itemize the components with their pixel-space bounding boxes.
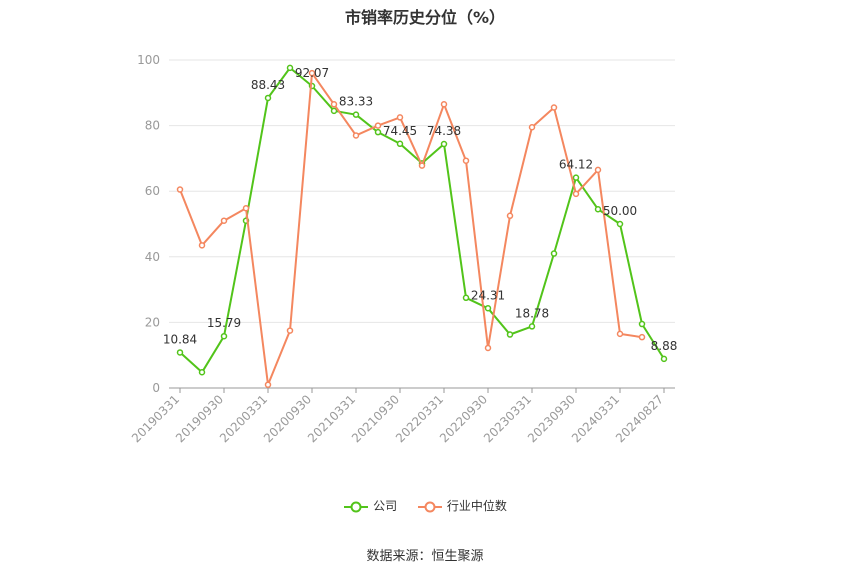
- data-label: 8.88: [651, 339, 678, 353]
- axes: 0204060801002019033120190930202003312020…: [129, 53, 675, 445]
- series-point-0: [506, 331, 514, 338]
- data-label: 50.00: [603, 204, 637, 218]
- series-point-1: [396, 114, 404, 121]
- data-label: 92.07: [295, 66, 329, 80]
- chart-title: 市销率历史分位（%）: [344, 8, 506, 27]
- legend-label-industry-median: 行业中位数: [446, 499, 507, 513]
- series-point-1: [638, 333, 646, 341]
- series-point-0: [484, 305, 492, 312]
- data-label: 24.31: [471, 288, 505, 302]
- y-tick-label: 40: [145, 250, 160, 264]
- line-chart: 0204060801002019033120190930202003312020…: [129, 53, 678, 445]
- legend-item-industry-median[interactable]: 行业中位数: [417, 497, 507, 514]
- source-note: 数据来源：恒生聚源: [366, 549, 484, 564]
- data-label: 74.38: [427, 124, 461, 138]
- data-label: 74.45: [383, 124, 417, 138]
- series-point-0: [462, 294, 470, 302]
- series-point-1: [374, 122, 382, 129]
- data-label: 18.78: [515, 306, 549, 320]
- series-point-0: [638, 320, 646, 328]
- series-point-0: [330, 107, 338, 115]
- series-line-1: [179, 72, 643, 386]
- series-point-1: [506, 212, 514, 220]
- series-point-0: [176, 349, 184, 356]
- y-tick-label: 100: [137, 53, 160, 67]
- data-labels: 10.84 15.79 88.43 92.07 83.33 74.45 74.38 24.31…: [163, 66, 678, 353]
- legend: 公司 行业中位数: [0, 497, 850, 514]
- series-point-0: [198, 369, 206, 376]
- series-point-1: [176, 186, 184, 193]
- series-point-0: [594, 205, 602, 213]
- series-point-0: [396, 140, 404, 148]
- series-point-1: [308, 69, 316, 77]
- series-point-1: [220, 217, 228, 224]
- series-point-0: [264, 94, 272, 102]
- y-tick-label: 80: [145, 119, 160, 133]
- series-point-1: [572, 190, 580, 198]
- series-point-0: [220, 332, 228, 340]
- series-point-1: [286, 327, 294, 334]
- series-point-1: [528, 123, 536, 131]
- series-point-0: [528, 323, 536, 330]
- data-label: 88.43: [251, 78, 285, 92]
- legend-item-company[interactable]: 公司: [343, 497, 397, 514]
- series-point-0: [616, 220, 624, 228]
- series-point-1: [616, 330, 624, 338]
- series-point-0: [374, 128, 382, 136]
- y-tick-label: 0: [152, 381, 160, 395]
- series-point-1: [330, 101, 338, 108]
- legend-marker-company: [344, 501, 369, 512]
- series-point-1: [594, 166, 602, 174]
- series-point-1: [484, 344, 492, 352]
- series-point-1: [440, 101, 448, 108]
- series-point-0: [550, 250, 558, 257]
- grid: [169, 59, 675, 323]
- data-label: 83.33: [339, 95, 373, 109]
- series-point-0: [352, 111, 360, 118]
- series-point-1: [242, 205, 250, 212]
- series-point-0: [660, 355, 668, 363]
- data-label: 64.12: [559, 158, 593, 172]
- series-line-0: [179, 66, 665, 374]
- series-point-0: [440, 140, 448, 148]
- legend-label-company: 公司: [373, 499, 398, 513]
- series-point-1: [462, 157, 470, 164]
- series-point-0: [286, 64, 294, 72]
- y-tick-label: 20: [145, 315, 160, 329]
- series-point-1: [352, 132, 360, 139]
- legend-marker-industry-median: [417, 501, 442, 512]
- series-point-0: [572, 174, 580, 181]
- data-label: 15.79: [207, 316, 241, 330]
- y-tick-label: 60: [145, 184, 160, 198]
- series-point-1: [418, 162, 426, 169]
- series-point-1: [198, 242, 206, 249]
- series-point-1: [550, 104, 558, 111]
- series-layer: [176, 64, 668, 388]
- data-label: 10.84: [163, 332, 197, 346]
- series-point-1: [264, 381, 272, 388]
- x-tick-label: 20240827: [613, 392, 666, 445]
